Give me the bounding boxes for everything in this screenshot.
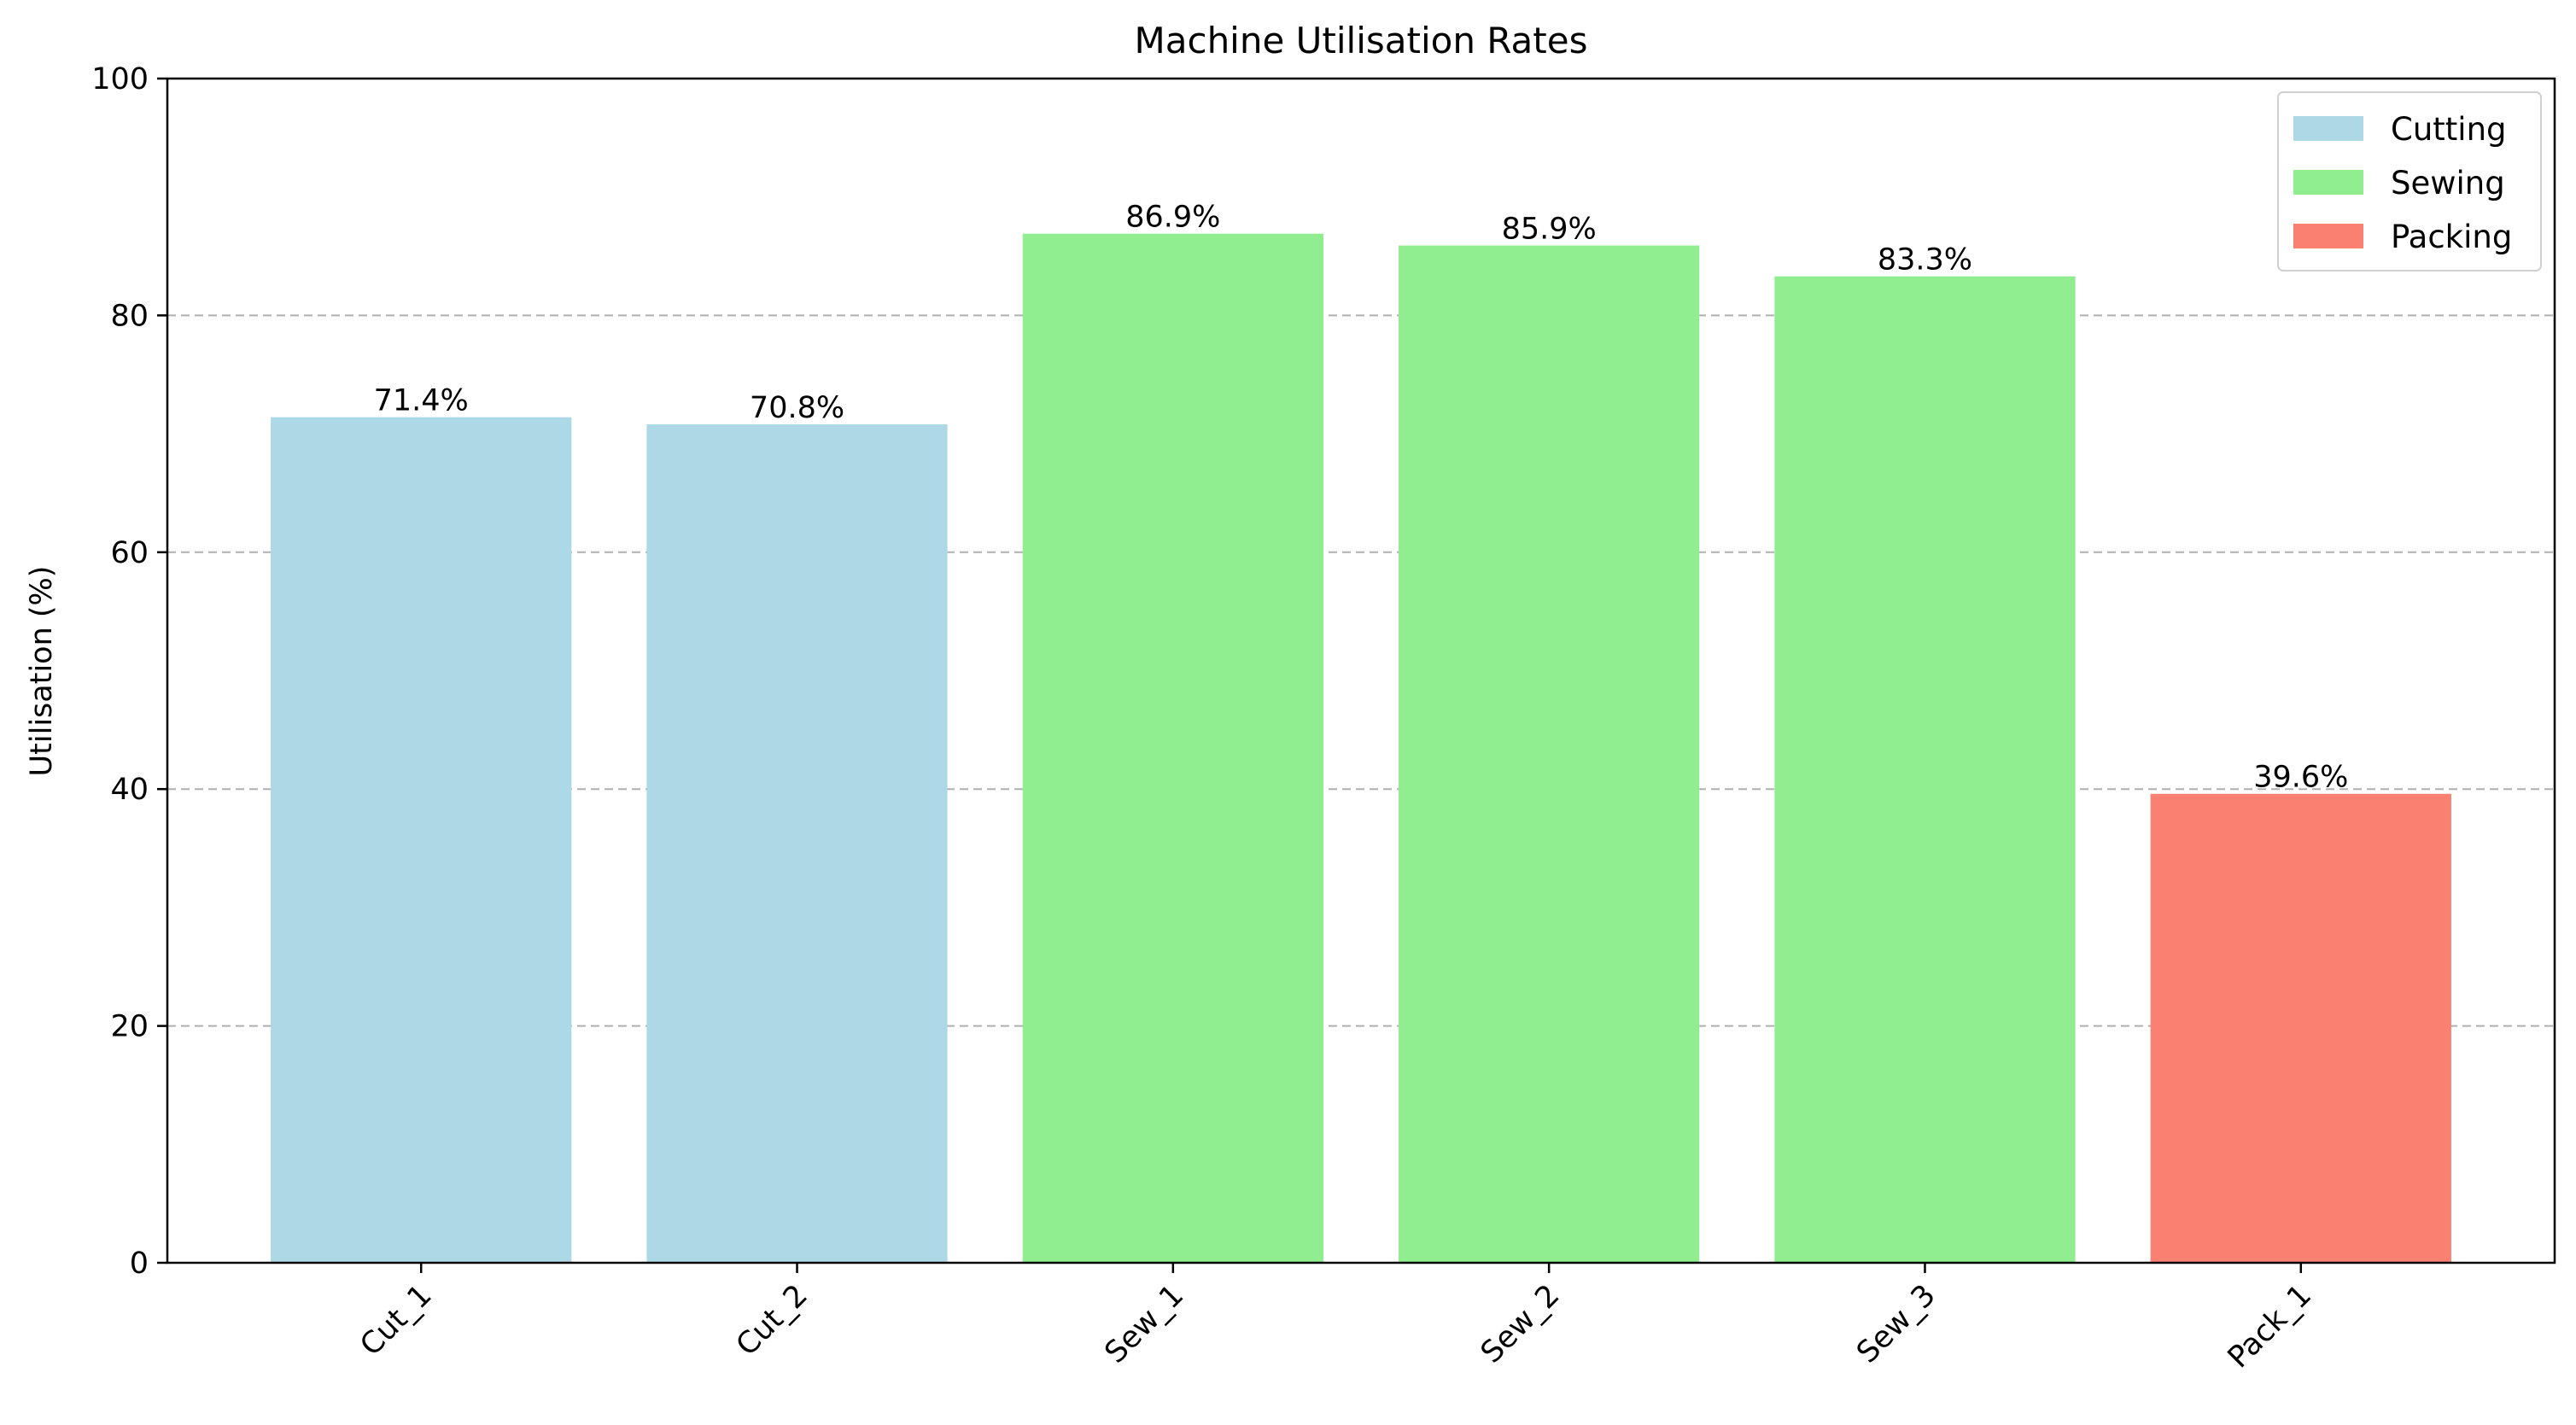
bar-cut-2 (646, 424, 948, 1263)
x-axis-ticks: Cut_1 Cut_2 Sew_1 Sew_2 Sew_3 Pack_1 (353, 1263, 2318, 1375)
legend-swatch-sewing (2293, 170, 2363, 195)
legend: Cutting Sewing Packing (2277, 91, 2542, 272)
x-tick-label: Sew_2 (1475, 1278, 1567, 1370)
x-tick-label: Cut_1 (353, 1278, 438, 1363)
x-tick-label: Sew_3 (1850, 1278, 1942, 1370)
x-tick-label: Pack_1 (2222, 1278, 2318, 1375)
legend-label-packing: Packing (2391, 219, 2512, 255)
data-label: 39.6% (2253, 761, 2348, 795)
bar-sew-1 (1022, 233, 1323, 1263)
data-label: 71.4% (374, 384, 469, 418)
data-label: 85.9% (1502, 213, 1597, 247)
bar-sew-2 (1399, 245, 1700, 1263)
bar-sew-3 (1774, 276, 2076, 1263)
x-tick-label: Sew_1 (1099, 1278, 1191, 1370)
data-labels: 71.4% 70.8% 86.9% 85.9% 83.3% 39.6% (374, 201, 2349, 795)
y-tick-label: 0 (130, 1247, 149, 1281)
bar-cut-1 (271, 417, 572, 1263)
y-tick-label: 100 (91, 62, 149, 96)
plot-frame (166, 77, 2556, 1264)
y-tick-label: 60 (110, 536, 149, 570)
x-tick-label: Cut_2 (730, 1278, 815, 1363)
data-label: 70.8% (750, 391, 844, 425)
bar-pack-1 (2150, 793, 2451, 1263)
legend-swatch-packing (2293, 224, 2363, 248)
legend-label-sewing: Sewing (2391, 165, 2505, 201)
legend-swatch-cutting (2293, 116, 2363, 141)
y-axis-ticks: 0 20 40 60 80 100 (91, 62, 167, 1281)
data-label: 83.3% (1878, 243, 1972, 277)
bars (271, 233, 2451, 1263)
legend-label-cutting: Cutting (2391, 111, 2507, 148)
data-label: 86.9% (1125, 201, 1220, 235)
y-tick-label: 20 (110, 1010, 149, 1044)
chart-title: Machine Utilisation Rates (1135, 20, 1588, 61)
y-axis-label: Utilisation (%) (25, 566, 59, 777)
y-tick-label: 40 (110, 773, 149, 807)
y-tick-label: 80 (110, 299, 149, 333)
